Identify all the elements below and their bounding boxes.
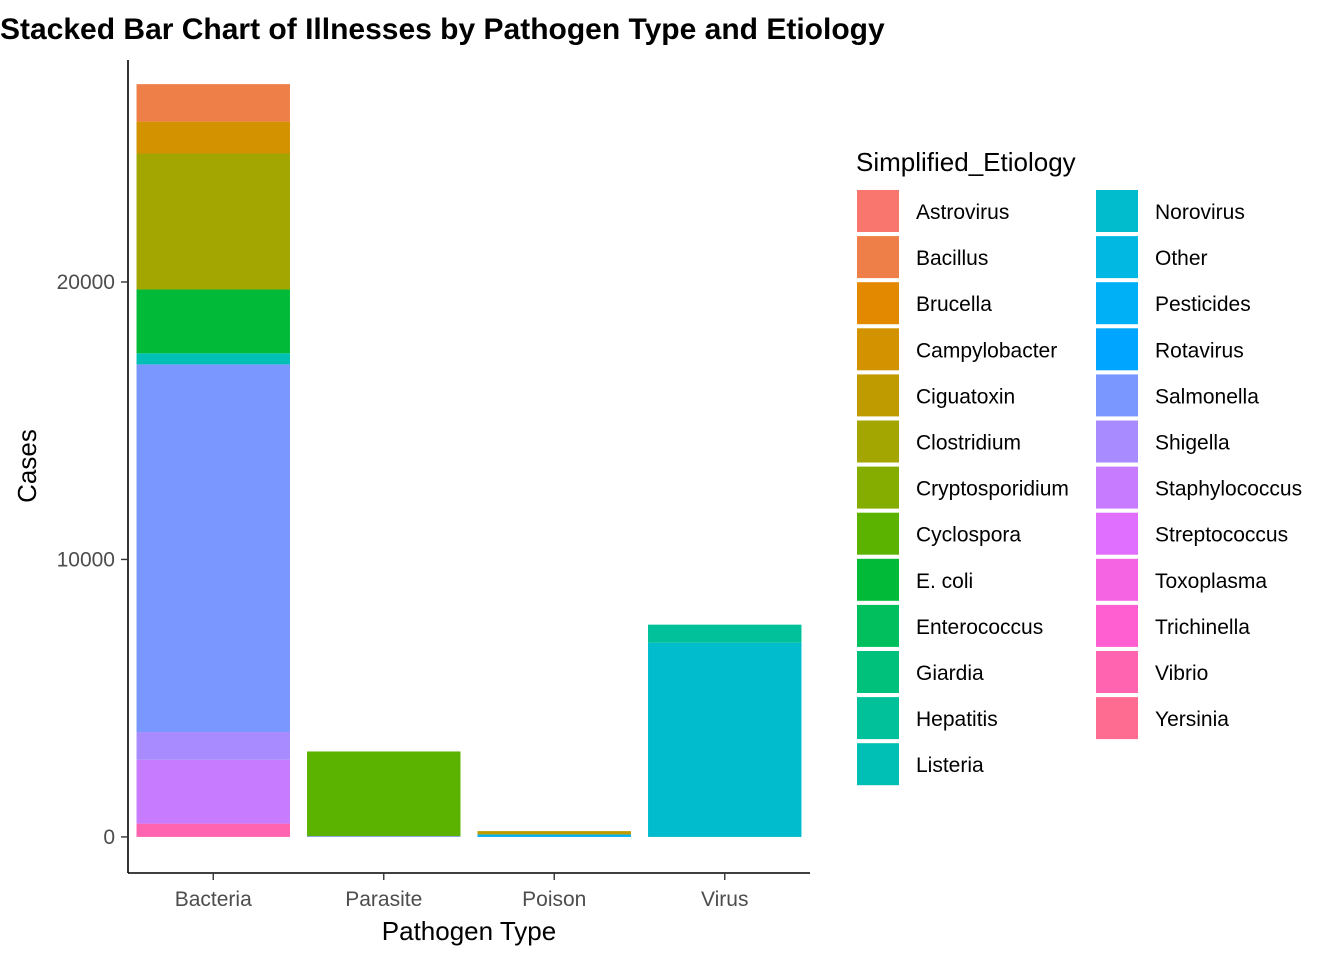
legend-label: Trichinella (1155, 616, 1250, 639)
legend-label: Hepatitis (916, 708, 998, 731)
legend-label: Cyclospora (916, 524, 1021, 547)
legend-label: Staphylococcus (1155, 478, 1302, 501)
legend-label: Norovirus (1155, 201, 1245, 224)
legend-label: Listeria (916, 754, 984, 777)
legend-key-other (1096, 236, 1138, 279)
legend-key-pesticides (1096, 282, 1138, 325)
legend-key-norovirus (1096, 190, 1138, 232)
legend-label: Shigella (1155, 432, 1230, 455)
plot-area (136, 84, 802, 837)
chart-title: Stacked Bar Chart of Illnesses by Pathog… (0, 13, 885, 46)
bar-segment-bacteria-clostridium (136, 153, 290, 290)
y-axis-title: Cases (12, 429, 42, 503)
legend-label: Bacillus (916, 247, 988, 270)
bar-segment-bacteria-shigella (136, 732, 290, 760)
bar-segment-virus-hepatitis (648, 624, 802, 643)
bar-segment-poison-other (477, 834, 631, 835)
legend-key-astrovirus (857, 190, 899, 232)
legend-title: Simplified_Etiology (856, 147, 1076, 177)
legend-key-rotavirus (1096, 328, 1138, 371)
bar-segment-poison-pesticides (477, 834, 631, 837)
legend-label: Toxoplasma (1155, 570, 1267, 593)
legend-label: Ciguatoxin (916, 385, 1015, 408)
legend-label: Other (1155, 247, 1208, 270)
legend-key-bacillus (857, 236, 899, 279)
bar-segment-bacteria-e-coli (136, 289, 290, 354)
legend-key-ciguatoxin (857, 374, 899, 417)
bar-segment-parasite-salmonella (307, 836, 461, 837)
y-tick-label: 10000 (57, 548, 115, 571)
legend-key-toxoplasma (1096, 558, 1138, 601)
legend-label: Pesticides (1155, 293, 1251, 316)
axes: 0 10000 20000 Bacteria Parasite Poison Virus (57, 60, 810, 911)
legend-label: Brucella (916, 293, 992, 316)
legend: Astrovirus Bacillus Brucella Campylobacter C… (857, 190, 1302, 786)
x-axis-title: Pathogen Type (382, 916, 556, 946)
bar-segment-bacteria-campylobacter (136, 121, 290, 154)
legend-key-cryptosporidium (857, 466, 899, 509)
legend-label: E. coli (916, 570, 973, 593)
legend-key-listeria (857, 743, 899, 786)
legend-label: Enterococcus (916, 616, 1043, 639)
y-tick-label: 0 (103, 826, 115, 849)
legend-key-yersinia (1096, 697, 1138, 740)
legend-key-salmonella (1096, 374, 1138, 417)
bar-segment-poison-ciguatoxin (477, 831, 631, 835)
legend-label: Yersinia (1155, 708, 1229, 731)
bar-segment-bacteria-listeria (136, 353, 290, 365)
legend-label: Salmonella (1155, 385, 1259, 408)
legend-key-clostridium (857, 420, 899, 463)
legend-key-streptococcus (1096, 512, 1138, 555)
legend-key-brucella (857, 282, 899, 325)
legend-key-shigella (1096, 420, 1138, 463)
legend-label: Giardia (916, 662, 984, 685)
x-tick-label: Virus (701, 888, 748, 911)
legend-key-e-coli (857, 558, 899, 601)
bar-segment-bacteria-bacillus (136, 84, 290, 122)
bar-segment-bacteria-salmonella (136, 364, 290, 733)
legend-key-trichinella (1096, 604, 1138, 647)
legend-label: Cryptosporidium (916, 478, 1069, 501)
x-tick-label: Parasite (345, 888, 422, 911)
bar-segment-parasite-cyclospora (307, 751, 461, 837)
legend-key-staphylococcus (1096, 466, 1138, 509)
legend-key-enterococcus (857, 604, 899, 647)
legend-label: Vibrio (1155, 662, 1208, 685)
legend-key-vibrio (1096, 651, 1138, 693)
y-tick-label: 20000 (57, 271, 115, 294)
legend-label: Streptococcus (1155, 524, 1288, 547)
legend-label: Astrovirus (916, 201, 1009, 224)
legend-key-giardia (857, 651, 899, 693)
bar-segment-virus-norovirus (648, 642, 802, 837)
x-tick-label: Bacteria (175, 888, 252, 911)
legend-label: Campylobacter (916, 339, 1057, 362)
legend-key-hepatitis (857, 697, 899, 740)
legend-key-campylobacter (857, 328, 899, 371)
bar-segment-bacteria-vibrio (136, 823, 290, 837)
legend-label: Rotavirus (1155, 339, 1244, 362)
legend-label: Clostridium (916, 432, 1021, 455)
bar-segment-bacteria-staphylococcus (136, 759, 290, 824)
x-tick-label: Poison (522, 888, 586, 911)
legend-key-cyclospora (857, 512, 899, 555)
